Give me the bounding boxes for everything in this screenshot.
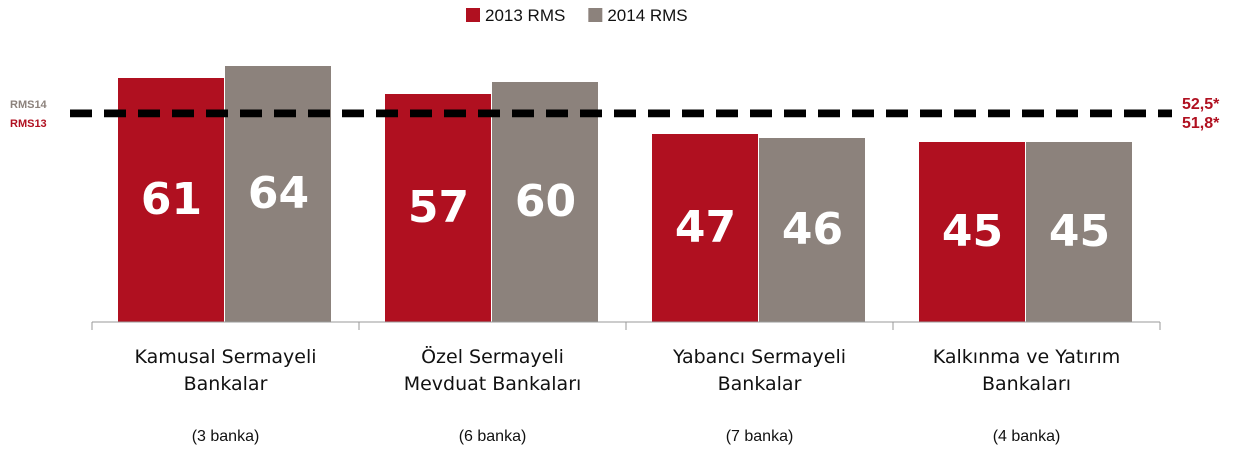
legend-swatch	[466, 8, 480, 22]
bar	[652, 134, 758, 322]
value-label: 61	[141, 174, 202, 225]
reference-name: RMS13	[10, 118, 47, 130]
value-label: 57	[408, 182, 469, 233]
x-tick-label: Yabancı Sermayeli Bankalar	[672, 346, 846, 395]
bar	[118, 78, 224, 322]
value-label: 47	[675, 202, 736, 253]
x-tick-label: Kalkınma ve Yatırım Bankaları	[932, 346, 1121, 395]
value-label: 46	[782, 204, 843, 255]
category-note: (4 banka)	[992, 428, 1061, 445]
bar	[385, 94, 491, 322]
x-tick-label: Kamusal Sermayeli Bankalar	[134, 346, 317, 395]
value-label: 60	[515, 176, 576, 227]
legend-label: 2013 RMS	[485, 6, 565, 25]
category-note: (7 banka)	[725, 428, 794, 445]
value-label: 45	[942, 206, 1003, 257]
category-note: (3 banka)	[191, 428, 260, 445]
value-label: 45	[1049, 206, 1110, 257]
legend-label: 2014 RMS	[607, 6, 687, 25]
reference-value: 52,5*	[1182, 96, 1220, 113]
bar	[492, 82, 598, 322]
bar	[919, 142, 1025, 322]
reference-value: 51,8*	[1182, 115, 1220, 132]
bar	[1026, 142, 1132, 322]
category-note: (6 banka)	[458, 428, 527, 445]
reference-name: RMS14	[10, 99, 48, 111]
legend-swatch	[588, 8, 603, 22]
bar	[225, 66, 331, 322]
x-tick-label: Özel Sermayeli Mevduat Bankaları	[403, 346, 582, 395]
bar	[759, 138, 865, 322]
value-label: 64	[248, 168, 309, 219]
